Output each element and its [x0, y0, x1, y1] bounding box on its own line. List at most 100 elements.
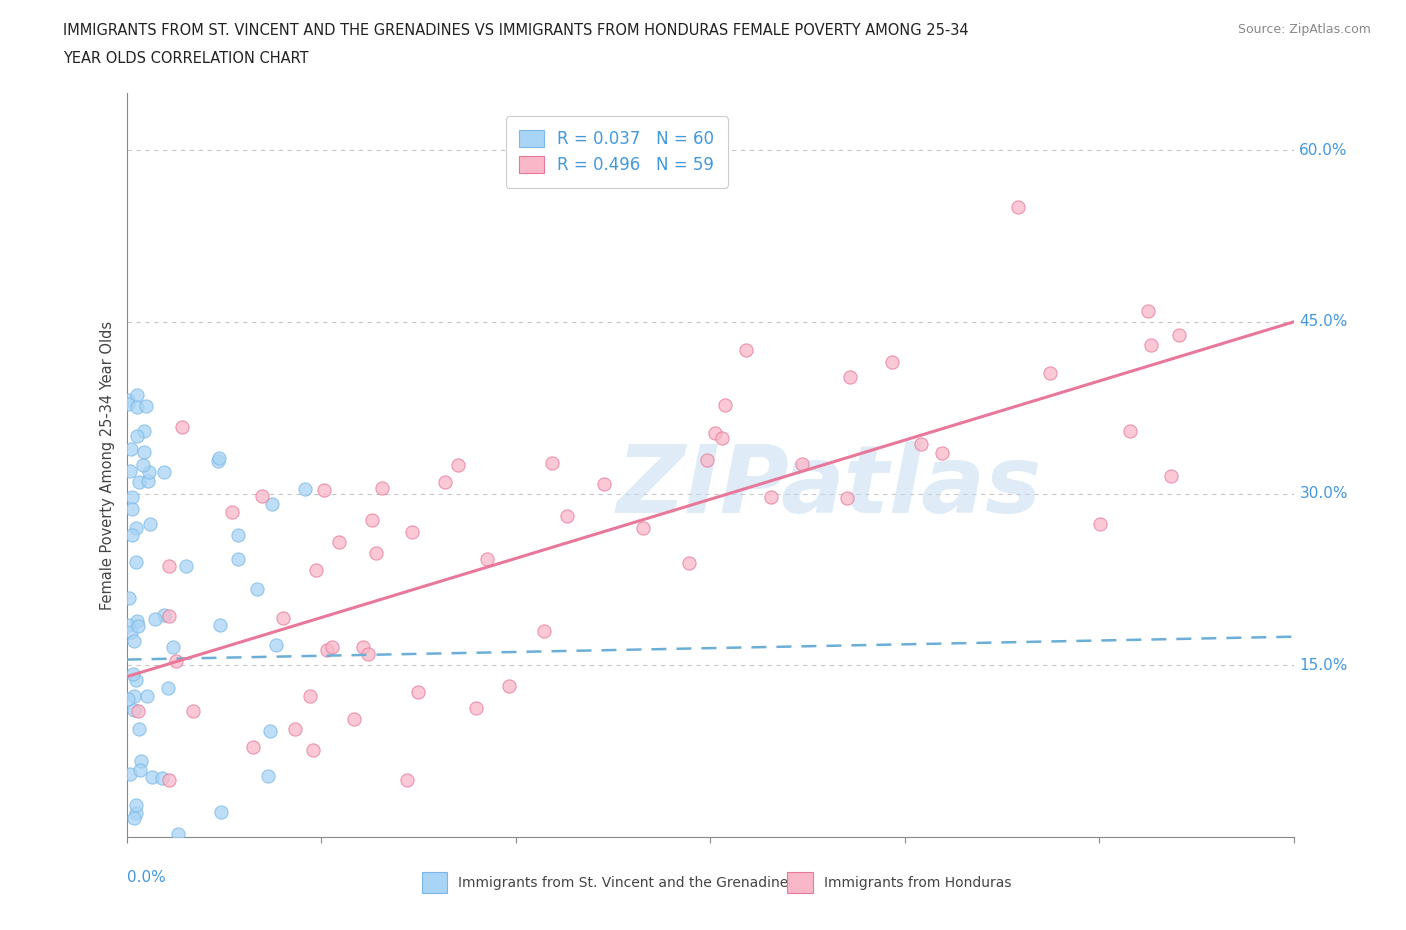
- Point: [122, 703, 145, 718]
- Point: [125, 555, 148, 570]
- Point: [790, 457, 813, 472]
- Point: [314, 483, 336, 498]
- Point: [127, 703, 149, 718]
- Point: [343, 711, 366, 726]
- Point: [153, 465, 176, 480]
- Point: [298, 688, 321, 703]
- Point: [264, 637, 287, 652]
- Point: [735, 343, 758, 358]
- Point: [321, 639, 343, 654]
- Point: [1167, 327, 1189, 342]
- Point: [117, 692, 139, 707]
- Point: [127, 613, 149, 628]
- Point: [166, 826, 188, 841]
- Point: [465, 700, 488, 715]
- Point: [174, 558, 197, 573]
- Text: 0.0%: 0.0%: [127, 870, 166, 885]
- Point: [125, 429, 148, 444]
- Point: [839, 370, 862, 385]
- Text: 15.0%: 15.0%: [1299, 658, 1348, 672]
- Point: [118, 591, 141, 605]
- Point: [406, 684, 429, 699]
- Point: [183, 703, 205, 718]
- Point: [401, 525, 423, 539]
- Text: Source: ZipAtlas.com: Source: ZipAtlas.com: [1237, 23, 1371, 36]
- Point: [1140, 338, 1163, 352]
- Point: [132, 423, 155, 438]
- Point: [128, 475, 150, 490]
- Legend: R = 0.037   N = 60, R = 0.496   N = 59: R = 0.037 N = 60, R = 0.496 N = 59: [506, 116, 728, 188]
- Point: [696, 453, 718, 468]
- Point: [226, 527, 249, 542]
- Point: [357, 646, 380, 661]
- Point: [132, 458, 155, 472]
- Point: [125, 672, 148, 687]
- Point: [252, 488, 274, 503]
- Point: [128, 763, 150, 777]
- Point: [226, 551, 249, 566]
- Point: [371, 481, 394, 496]
- Point: [352, 640, 374, 655]
- Point: [127, 618, 149, 633]
- Text: ZIP: ZIP: [617, 442, 790, 533]
- Point: [157, 772, 180, 787]
- Point: [259, 724, 281, 739]
- Text: atlas: atlas: [780, 442, 1042, 533]
- Text: 60.0%: 60.0%: [1299, 142, 1348, 158]
- Point: [157, 681, 180, 696]
- Point: [759, 489, 782, 504]
- Point: [121, 490, 143, 505]
- Point: [120, 463, 142, 478]
- Point: [207, 450, 229, 465]
- Point: [533, 624, 555, 639]
- Point: [122, 811, 145, 826]
- Point: [260, 497, 283, 512]
- Point: [257, 769, 280, 784]
- Point: [433, 475, 456, 490]
- Point: [541, 456, 564, 471]
- Point: [121, 528, 143, 543]
- Point: [221, 505, 243, 520]
- Point: [139, 517, 162, 532]
- Point: [1119, 423, 1142, 438]
- Y-axis label: Female Poverty Among 25-34 Year Olds: Female Poverty Among 25-34 Year Olds: [100, 321, 115, 609]
- Point: [931, 445, 953, 460]
- Point: [396, 772, 419, 787]
- Point: [208, 618, 231, 632]
- Point: [141, 769, 163, 784]
- Point: [125, 798, 148, 813]
- Point: [498, 679, 520, 694]
- Point: [153, 607, 176, 622]
- Point: [134, 445, 156, 459]
- Point: [128, 722, 150, 737]
- Point: [302, 742, 325, 757]
- Point: [135, 398, 157, 413]
- Point: [207, 454, 229, 469]
- Point: [714, 397, 737, 412]
- Point: [162, 640, 184, 655]
- Point: [242, 739, 264, 754]
- Point: [150, 771, 173, 786]
- Point: [284, 722, 307, 737]
- Point: [364, 546, 387, 561]
- Point: [165, 654, 187, 669]
- Point: [122, 633, 145, 648]
- Point: [143, 612, 166, 627]
- Point: [136, 473, 159, 488]
- Point: [837, 490, 859, 505]
- Point: [294, 482, 316, 497]
- Point: [122, 666, 145, 681]
- Point: [124, 805, 146, 820]
- Point: [127, 388, 149, 403]
- Point: [138, 465, 160, 480]
- Point: [1007, 200, 1029, 215]
- Point: [117, 392, 139, 407]
- Point: [117, 618, 139, 632]
- Point: [1088, 516, 1111, 531]
- Point: [1137, 304, 1160, 319]
- Point: [704, 425, 727, 440]
- Point: [1039, 365, 1062, 380]
- Point: [122, 688, 145, 703]
- Point: [129, 754, 152, 769]
- Point: [305, 563, 328, 578]
